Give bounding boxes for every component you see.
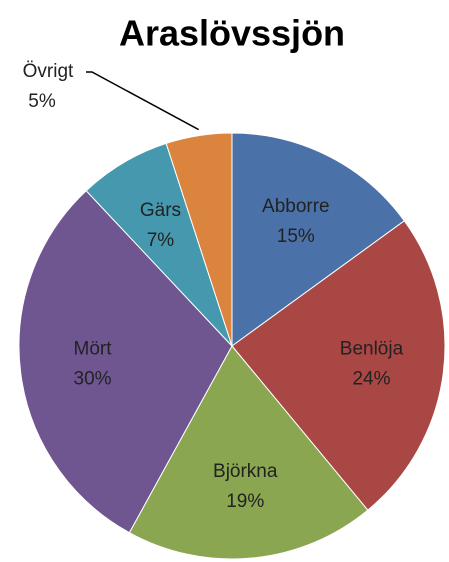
pie-slice <box>18 190 233 534</box>
slice-value-label: 30% <box>74 369 112 390</box>
slice-label: Björkna <box>213 461 278 482</box>
pie-slice <box>128 345 369 560</box>
pie-slice <box>165 132 233 347</box>
slice-label: Övrigt <box>23 61 74 82</box>
slice-value-label: 5% <box>28 91 56 112</box>
slice-label: Benlöja <box>340 339 404 360</box>
slice-value-label: 7% <box>147 230 175 251</box>
slice-value-label: 24% <box>352 369 390 390</box>
pie-slice <box>231 220 446 511</box>
slice-label: Mört <box>74 339 113 360</box>
slice-value-label: 15% <box>277 226 315 247</box>
slice-value-label: 19% <box>226 491 264 512</box>
slice-label: Abborre <box>262 196 330 217</box>
chart-title: Araslövssjön <box>119 13 345 54</box>
slice-label: Gärs <box>140 200 181 221</box>
pie-slice <box>231 132 406 347</box>
leader-line <box>86 71 200 131</box>
